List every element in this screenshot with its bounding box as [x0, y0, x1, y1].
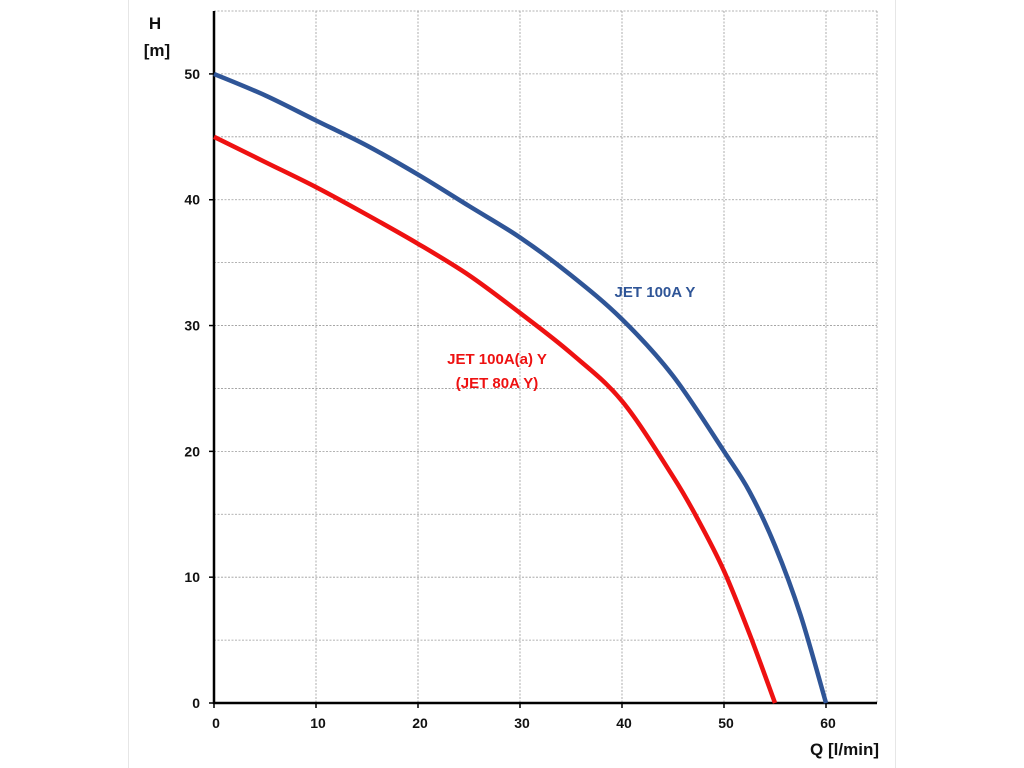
y-tick-label: 10 — [184, 569, 200, 585]
series-label-jet-100a-y: JET 100A Y — [615, 284, 696, 301]
x-tick-label: 30 — [514, 715, 530, 731]
x-tick-label: 20 — [412, 715, 428, 731]
y-tick-labels: 0 10 20 30 40 50 — [184, 66, 200, 711]
x-tick-label: 50 — [718, 715, 734, 731]
series-label-jet-80a-y: (JET 80A Y) — [456, 375, 539, 392]
y-tick-label: 20 — [184, 443, 200, 459]
x-tick-labels: 0 10 20 30 40 50 60 — [212, 715, 836, 731]
series-label-jet-100a-a-y: JET 100A(a) Y — [447, 351, 547, 368]
chart-frame — [128, 0, 896, 768]
series-lines — [213, 71, 829, 704]
x-tick-label: 10 — [310, 715, 326, 731]
grid — [214, 10, 878, 703]
y-axis-title-line1: H — [149, 14, 161, 33]
x-tick-label: 0 — [212, 715, 220, 731]
y-tick-label: 0 — [192, 695, 200, 711]
x-tick-label: 40 — [616, 715, 632, 731]
y-tick-label: 50 — [184, 66, 200, 82]
series-line-jet-100a-y — [213, 71, 829, 704]
series-line-jet-100a-a-y — [213, 134, 778, 704]
y-tick-label: 30 — [184, 318, 200, 334]
x-axis-title: Q [l/min] — [810, 740, 879, 759]
y-tick-label: 40 — [184, 192, 200, 208]
axes — [209, 11, 877, 708]
y-axis-title-line2: [m] — [144, 41, 170, 60]
x-tick-label: 60 — [820, 715, 836, 731]
